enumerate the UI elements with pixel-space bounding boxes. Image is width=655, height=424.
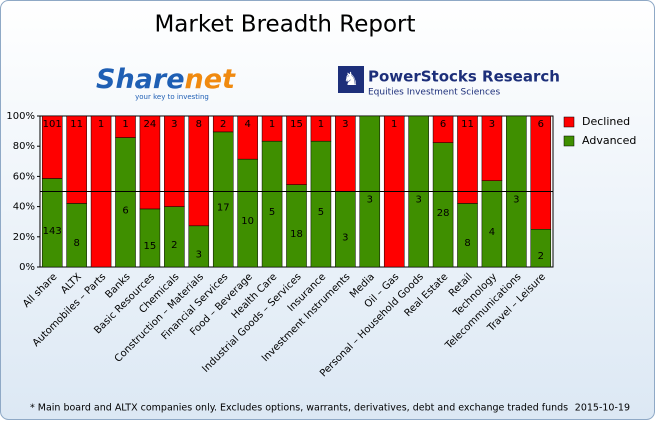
- bar-segment: [286, 115, 307, 185]
- bar-segment: [432, 115, 454, 143]
- data-label: 3: [342, 119, 348, 130]
- bar-segment: [457, 203, 478, 268]
- data-label: 18: [290, 229, 303, 240]
- logo-part: net: [185, 64, 237, 95]
- logo-right: PowerStocks Research: [368, 68, 560, 86]
- bar-segment: [41, 115, 63, 179]
- logo-part: Share: [96, 64, 185, 95]
- date: 2015-10-19: [575, 403, 630, 414]
- bar-segment: [212, 131, 234, 268]
- data-label: 8: [196, 119, 202, 130]
- bar-segment: [310, 115, 332, 142]
- data-label: 1: [98, 119, 104, 130]
- y-tick-label: 0%: [19, 262, 35, 273]
- data-label: 15: [144, 241, 157, 252]
- data-label: 24: [144, 119, 157, 130]
- bar-segment: [481, 180, 503, 268]
- y-tick-label: 100%: [6, 111, 35, 122]
- bar-segment: [481, 115, 503, 181]
- data-label: 1: [391, 119, 397, 130]
- data-label: 3: [513, 195, 519, 206]
- data-label: 11: [461, 119, 474, 130]
- data-label: 3: [415, 195, 421, 206]
- bar-segment: [237, 158, 258, 268]
- bar-segment: [237, 115, 258, 160]
- data-label: 4: [489, 227, 495, 238]
- data-label: 3: [171, 119, 177, 130]
- data-label: 4: [244, 119, 250, 130]
- data-label: 2: [538, 251, 544, 262]
- data-label: 6: [122, 205, 128, 216]
- data-label: 8: [73, 238, 79, 249]
- logo-tagline: your key to investing: [135, 93, 209, 101]
- bar-segment: [261, 140, 283, 268]
- data-label: 2: [220, 119, 226, 130]
- legend-label: Declined: [582, 115, 630, 128]
- y-tick-label: 80%: [13, 141, 35, 152]
- logo-left: Sharenet: [96, 64, 236, 95]
- y-tick-label: 60%: [13, 171, 35, 182]
- bar-segment: [139, 115, 161, 210]
- bar-segment: [261, 115, 283, 142]
- data-label: 1: [318, 119, 324, 130]
- bar-segment: [188, 115, 210, 227]
- y-tick-label: 40%: [13, 202, 35, 213]
- data-label: 3: [342, 232, 348, 243]
- data-label: 17: [217, 202, 230, 213]
- data-label: 3: [489, 119, 495, 130]
- logo-icon: [338, 66, 364, 93]
- bar-segment: [188, 225, 210, 268]
- y-tick-label: 20%: [13, 232, 35, 243]
- bar-segment: [432, 142, 454, 268]
- footnote: * Main board and ALTX companies only. Ex…: [30, 403, 568, 414]
- data-label: 10: [241, 216, 254, 227]
- logo-icon-glyph: ♞: [343, 69, 359, 90]
- data-label: 6: [440, 119, 446, 130]
- bar-segment: [286, 184, 307, 268]
- legend-label: Advanced: [582, 134, 636, 147]
- data-label: 101: [43, 119, 62, 130]
- logo-right-tagline: Equities Investment Sciences: [368, 88, 500, 98]
- legend-swatch: [563, 116, 575, 128]
- data-label: 28: [437, 208, 450, 219]
- data-label: 6: [538, 119, 544, 130]
- data-label: 11: [70, 119, 83, 130]
- bar-segment: [457, 115, 478, 204]
- bar-segment: [164, 115, 185, 207]
- data-label: 5: [318, 207, 324, 218]
- bar-segment: [310, 140, 332, 268]
- data-label: 3: [196, 249, 202, 260]
- bar-segment: [115, 137, 136, 268]
- bar-segment: [115, 115, 136, 138]
- data-label: 143: [43, 226, 62, 237]
- bar-segment: [530, 115, 552, 230]
- chart-title: Market Breadth Report: [154, 12, 415, 38]
- data-label: 8: [464, 238, 470, 249]
- data-label: 3: [367, 195, 373, 206]
- bar-segment: [164, 206, 185, 268]
- bar-segment: [66, 203, 87, 268]
- legend-swatch: [563, 135, 575, 147]
- data-label: 15: [290, 119, 303, 130]
- bar-segment: [66, 115, 87, 204]
- data-label: 5: [269, 207, 275, 218]
- data-label: 1: [122, 119, 128, 130]
- bar-segment: [139, 208, 161, 268]
- data-label: 2: [171, 240, 177, 251]
- data-label: 1: [269, 119, 275, 130]
- bar-segment: [212, 115, 234, 133]
- bar-segment: [335, 191, 356, 268]
